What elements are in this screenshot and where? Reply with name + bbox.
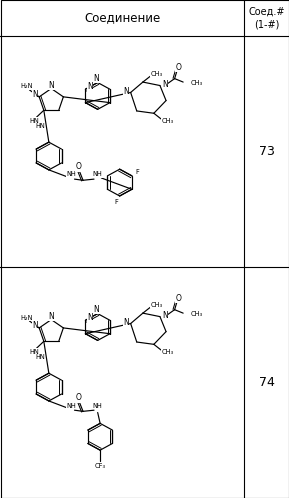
Text: CF₃: CF₃ [95,463,105,469]
Text: HN: HN [29,118,39,124]
Text: HN: HN [35,123,45,129]
Text: CH₃: CH₃ [190,311,203,317]
Text: N: N [32,321,38,330]
Text: 74: 74 [259,376,275,389]
Text: N: N [162,311,168,320]
Text: N: N [123,87,129,96]
Text: CH₃: CH₃ [161,350,173,356]
Text: H₂N: H₂N [21,315,33,321]
Text: N: N [94,74,99,83]
Text: O: O [175,294,181,303]
Text: O: O [75,162,81,171]
Text: N: N [162,80,168,89]
Text: Соединение: Соединение [84,11,160,24]
Text: F: F [114,199,118,205]
Text: HN: HN [35,354,45,360]
Text: O: O [75,393,81,402]
Text: NH: NH [66,402,76,408]
Text: CH₃: CH₃ [150,71,162,77]
Text: H₂N: H₂N [21,84,33,90]
Text: CH₃: CH₃ [161,119,173,124]
Text: Соед.#
(1-#): Соед.# (1-#) [248,6,285,29]
Text: N: N [49,81,54,90]
Text: 73: 73 [259,145,275,158]
Text: HN: HN [29,349,39,355]
Text: N: N [123,318,129,327]
Text: N: N [32,90,38,99]
Text: F: F [135,169,139,175]
Text: NH: NH [93,402,103,408]
Text: N: N [94,305,99,314]
Text: O: O [175,63,181,72]
Text: N: N [87,83,93,92]
Text: NH: NH [66,171,76,177]
Text: CH₃: CH₃ [150,302,162,308]
Text: NH: NH [93,171,103,177]
Text: N: N [87,314,93,323]
Text: N: N [49,312,54,321]
Text: CH₃: CH₃ [190,80,203,86]
